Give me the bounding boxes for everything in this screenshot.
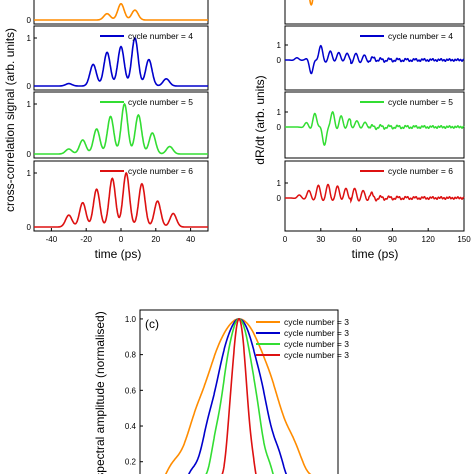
panel-a-series-line <box>34 2 208 21</box>
panel-b-legend-label: cycle number = 5 <box>388 97 453 107</box>
panel-a-subplot-frame <box>33 25 209 91</box>
panel-c-ytick-label: 1.0 <box>125 315 137 324</box>
panel-a-xlabel: time (ps) <box>95 247 142 261</box>
panel-b-ytick-label: 0 <box>277 194 282 203</box>
panel-b-xtick-label: 60 <box>352 235 361 244</box>
panel-c-legend-label: cycle number = 3 <box>284 339 349 349</box>
panel-c-label: (c) <box>145 317 159 331</box>
panel-a-ytick-label: 1 <box>27 34 32 43</box>
panel-a: 0 0 1 cycle number = 4 0 1 cycle number = 5 0 1 c… <box>27 0 209 244</box>
panel-a-ytick-label: 0 <box>27 82 32 91</box>
panel-c-ylabel: spectral amplitude (normalised) <box>93 311 107 474</box>
panel-a-series-line <box>34 171 208 228</box>
panel-b-subplot-frame <box>284 91 465 159</box>
panel-b-xtick-label: 30 <box>316 235 325 244</box>
panel-a-legend-label: cycle number = 6 <box>128 166 193 176</box>
panel-a-ytick-label: 1 <box>27 100 32 109</box>
panel-b-ytick-label: 0 <box>277 56 282 65</box>
panel-b-xtick-label: 0 <box>283 235 288 244</box>
panel-a-xtick-label: -40 <box>46 235 58 244</box>
panel-a-subplot-frame <box>33 91 209 159</box>
panel-b-legend-label: cycle number = 6 <box>388 166 453 176</box>
panel-a-ytick-label: 0 <box>27 16 32 25</box>
panel-b-series-line <box>285 183 465 204</box>
panel-c-ytick-label: 0.2 <box>125 458 137 467</box>
panel-b-xtick-label: 90 <box>388 235 397 244</box>
panel-b-ytick-label: 1 <box>277 108 282 117</box>
panel-c-legend-label: cycle number = 3 <box>284 328 349 338</box>
panel-a-xtick-label: 20 <box>151 235 160 244</box>
panel-b-subplot-frame <box>284 0 465 25</box>
panel-a-xtick-label: -20 <box>80 235 92 244</box>
panel-b-xtick-label: 120 <box>422 235 436 244</box>
panel-b-xlabel: time (ps) <box>352 247 399 261</box>
panel-b-ytick-label: 1 <box>277 41 282 50</box>
panel-b-ytick-label: 1 <box>277 179 282 188</box>
panel-a-legend-label: cycle number = 4 <box>128 31 193 41</box>
panel-a-ylabel: cross-correlation signal (arb. units) <box>3 28 17 212</box>
panel-b-subplot-frame <box>284 160 465 232</box>
panel-c-ytick-label: 0.4 <box>125 422 137 431</box>
panel-b-ytick-label: 0 <box>277 123 282 132</box>
panel-a-ytick-label: 0 <box>27 150 32 159</box>
panel-a-ytick-label: 1 <box>27 169 32 178</box>
panel-b: 0 1 cycle number = 4 0 1 cycle number = 5 0 1 cy… <box>277 0 471 244</box>
panel-c-ytick-label: 0.6 <box>125 386 137 395</box>
panel-c-frame <box>139 309 339 474</box>
panel-b-xtick-label: 150 <box>457 235 471 244</box>
panel-b-subplot-frame <box>284 25 465 91</box>
panel-a-subplot-frame <box>33 0 209 25</box>
panel-c-ytick-label: 0.8 <box>125 351 137 360</box>
panel-b-legend-label: cycle number = 4 <box>388 31 453 41</box>
panel-a-series-line <box>34 102 208 155</box>
panel-b-series-line <box>285 44 465 75</box>
panel-c-series-line <box>221 318 257 474</box>
panel-b-series-line <box>309 0 314 6</box>
panel-b-ylabel: dR/dt (arb. units) <box>253 75 267 164</box>
panel-a-legend-label: cycle number = 5 <box>128 97 193 107</box>
panel-a-xtick-label: 40 <box>186 235 195 244</box>
panel-a-series-line <box>34 36 208 87</box>
panel-c-legend-label: cycle number = 3 <box>284 350 349 360</box>
panel-c-legend-label: cycle number = 3 <box>284 317 349 327</box>
panel-a-xtick-label: 0 <box>119 235 124 244</box>
panel-b-series-line <box>285 110 465 147</box>
panel-a-ytick-label: 0 <box>27 223 32 232</box>
